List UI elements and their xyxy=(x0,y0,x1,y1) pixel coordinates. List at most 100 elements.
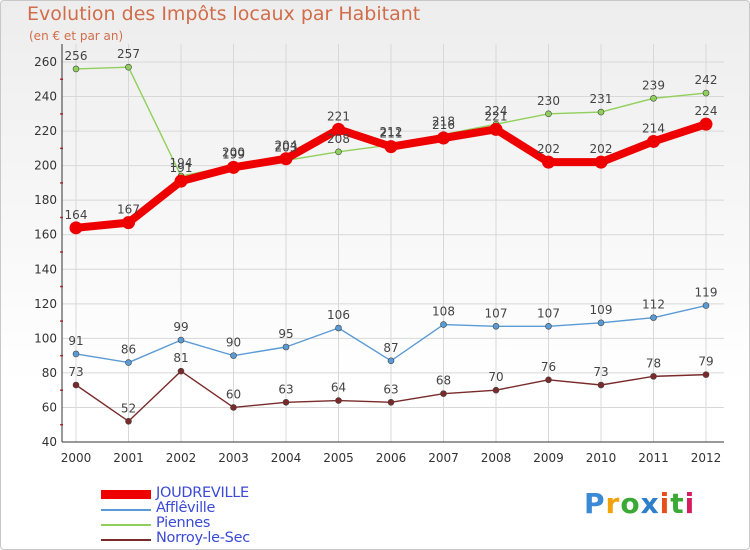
data-point xyxy=(177,367,185,375)
data-label: 112 xyxy=(642,298,665,312)
data-point xyxy=(440,390,447,397)
data-point xyxy=(594,155,608,169)
data-label: 224 xyxy=(695,104,718,118)
y-tick-label: 180 xyxy=(34,193,57,207)
x-tick-label: 2001 xyxy=(113,451,144,465)
y-tick-label: 260 xyxy=(34,55,57,69)
data-label: 63 xyxy=(278,382,293,396)
x-tick-label: 2002 xyxy=(166,451,197,465)
y-tick-label: 160 xyxy=(34,228,57,242)
data-point xyxy=(545,322,552,330)
chart-title: Evolution des Impôts locaux par Habitant xyxy=(27,3,421,25)
data-label: 119 xyxy=(695,286,718,300)
data-point xyxy=(335,397,342,404)
x-tick-label: 2005 xyxy=(323,451,354,465)
y-tick-label: 200 xyxy=(34,159,57,173)
y-tick-label: 140 xyxy=(34,262,57,276)
legend-label: JOUDREVILLE xyxy=(156,485,249,501)
data-label: 91 xyxy=(68,334,83,348)
data-label: 167 xyxy=(117,203,140,217)
logo-letter: o xyxy=(620,487,641,520)
x-tick-label: 2000 xyxy=(61,451,92,465)
data-point xyxy=(332,122,345,136)
data-labels: 164 167 191 199 204 221 211 216 221 202 202 214 224 9… xyxy=(65,47,718,415)
data-point xyxy=(335,148,342,156)
x-tick-label: 2004 xyxy=(271,451,302,465)
data-point xyxy=(650,373,657,380)
data-label: 208 xyxy=(327,132,350,146)
data-label: 256 xyxy=(65,49,88,63)
data-point xyxy=(440,321,447,328)
legend-swatch xyxy=(101,539,151,541)
logo-letter: i xyxy=(684,487,696,520)
data-label: 239 xyxy=(642,78,665,92)
data-point xyxy=(122,216,135,230)
data-point xyxy=(647,134,660,148)
data-label: 109 xyxy=(590,303,613,317)
y-tick-label: 240 xyxy=(34,90,57,104)
x-tick-label: 2010 xyxy=(586,451,617,465)
data-label: 99 xyxy=(173,320,188,334)
data-point xyxy=(72,381,80,389)
data-label: 73 xyxy=(593,365,608,379)
data-label: 79 xyxy=(698,355,713,369)
data-point xyxy=(72,65,80,73)
grid xyxy=(62,44,724,443)
data-point xyxy=(650,94,657,102)
logo-letter: t xyxy=(670,487,685,520)
data-point xyxy=(387,357,395,365)
data-point xyxy=(227,160,240,174)
data-label: 204 xyxy=(275,139,298,153)
data-point xyxy=(650,314,657,321)
y-tick-label: 80 xyxy=(42,366,57,380)
data-point xyxy=(335,324,342,332)
data-label: 214 xyxy=(642,121,665,135)
logo-letter: P xyxy=(584,487,606,520)
proxiti-logo: Proxiti xyxy=(584,487,695,520)
data-point xyxy=(489,122,503,136)
data-point xyxy=(230,352,237,359)
data-label: 90 xyxy=(226,336,241,350)
x-tick-label: 2008 xyxy=(481,451,512,465)
data-point xyxy=(384,140,398,154)
data-label: 194 xyxy=(170,156,193,170)
axes: 40 60 80 100 120 140 160 180 200 220 240 260 2000 200… xyxy=(34,44,724,465)
data-point xyxy=(545,376,552,384)
legend-label: Piennes xyxy=(156,515,211,531)
legend-label: Afflêville xyxy=(156,500,216,516)
data-point xyxy=(545,110,552,118)
data-label: 200 xyxy=(222,146,245,160)
data-point xyxy=(282,343,290,351)
data-point xyxy=(282,398,290,406)
logo-letter: r xyxy=(605,487,621,520)
data-point xyxy=(542,155,555,169)
data-point xyxy=(702,302,710,309)
data-point xyxy=(125,359,132,366)
chart-subtitle: (en € et par an) xyxy=(29,29,124,43)
y-tick-label: 220 xyxy=(34,124,57,138)
data-point xyxy=(72,350,80,358)
data-label: 86 xyxy=(121,343,136,357)
data-label: 87 xyxy=(383,341,398,355)
data-label: 52 xyxy=(121,401,136,415)
legend-label: Norroy-le-Sec xyxy=(156,530,250,546)
data-label: 108 xyxy=(432,305,455,319)
data-point xyxy=(230,404,237,411)
x-tick-label: 2011 xyxy=(638,451,669,465)
data-label: 73 xyxy=(68,365,83,379)
data-point xyxy=(597,319,605,327)
data-point xyxy=(174,174,188,188)
legend-swatch xyxy=(101,524,151,526)
data-label: 107 xyxy=(537,306,560,320)
data-label: 95 xyxy=(278,327,293,341)
data-label: 106 xyxy=(327,308,350,322)
data-point xyxy=(177,336,185,344)
data-point xyxy=(69,221,83,235)
data-label: 218 xyxy=(432,115,455,129)
data-label: 107 xyxy=(485,306,508,320)
data-label: 216 xyxy=(432,118,455,132)
y-tick-label: 100 xyxy=(34,331,57,345)
x-tick-label: 2012 xyxy=(691,451,722,465)
